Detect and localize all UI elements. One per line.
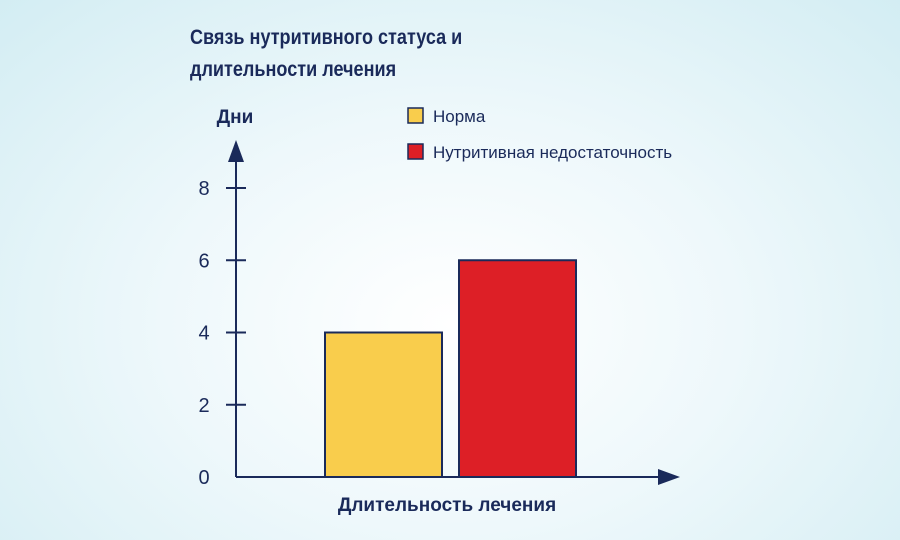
y-tick-label: 4 [198, 323, 209, 345]
y-axis-arrow-icon [228, 140, 244, 162]
x-axis-label: Длительность лечения [338, 495, 556, 516]
legend: Норма Нутритивная недостаточность [407, 107, 672, 162]
legend-swatch-1 [407, 107, 424, 124]
bars-group [324, 259, 577, 478]
legend-label-2: Нутритивная недостаточность [433, 143, 672, 162]
y-tick-label: 8 [198, 178, 209, 200]
chart-title: Связь нутритивного статуса и длительност… [190, 26, 463, 81]
y-ticks-group: 0 2 4 6 8 [198, 178, 246, 489]
y-tick-label: 2 [198, 395, 209, 417]
y-tick-label: 0 [198, 467, 209, 489]
y-tick-label: 6 [198, 250, 209, 272]
bar-1 [324, 331, 443, 478]
x-axis-arrow-icon [658, 469, 680, 485]
axes-group [228, 140, 680, 485]
legend-swatch-2 [407, 143, 424, 160]
legend-label-1: Норма [433, 107, 486, 126]
y-axis-label: Дни [217, 107, 254, 128]
bar-2 [458, 259, 577, 478]
